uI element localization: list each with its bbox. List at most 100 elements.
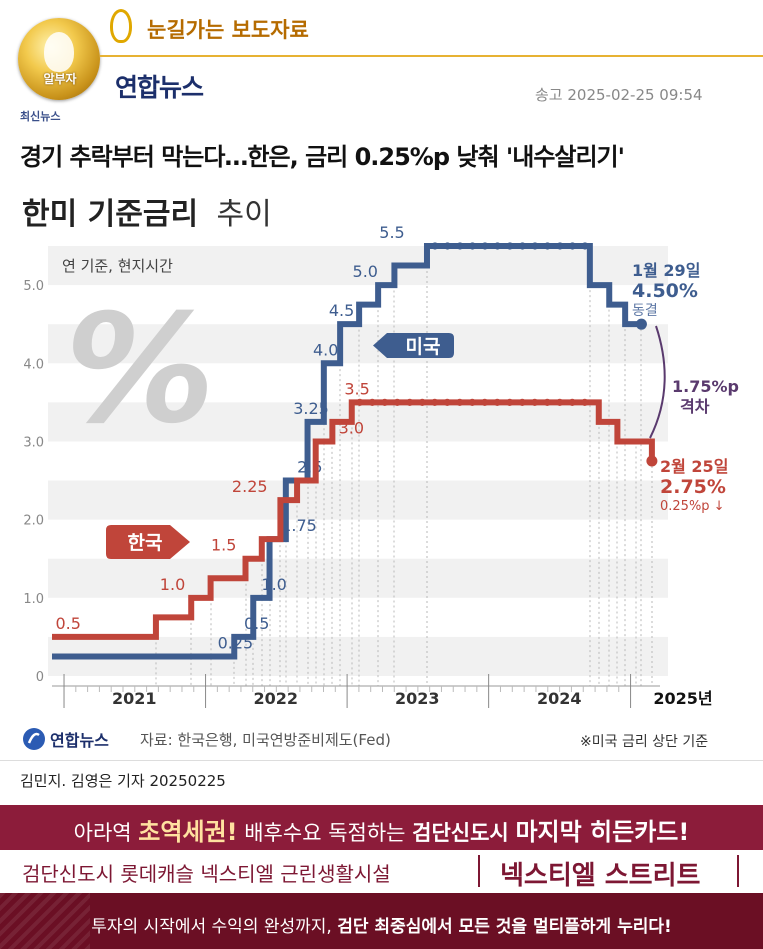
kr-value-label: 3.5: [344, 379, 369, 398]
chart-source: 자료: 한국은행, 미국연방준비제도(Fed): [140, 731, 391, 749]
us-value-label: 5.0: [353, 262, 378, 281]
plateau-dot: [568, 242, 577, 250]
plateau-dot: [493, 242, 502, 250]
plateau-dot: [518, 242, 527, 250]
headline[interactable]: 경기 추락부터 막는다…한은, 금리 0.25%p 낮춰 '내수살리기': [20, 143, 625, 171]
us-value-label: 5.5: [379, 223, 404, 242]
kr-value-label: 3.0: [339, 418, 364, 437]
ad-banner-top[interactable]: [0, 805, 763, 850]
us-value-label: 3.25: [293, 399, 329, 418]
x-axis: 2021 2022 2023 2024 2025년: [52, 674, 713, 708]
egg-icon: [44, 32, 74, 72]
y-tick-label: 4.0: [23, 357, 44, 372]
plateau-dot: [456, 242, 464, 250]
series-layer: 0.250.51.01.752.53.254.04.55.05.50.51.01…: [52, 223, 658, 660]
plateau-dot: [556, 398, 564, 406]
ad-line-1-d: 검단신도시: [412, 821, 509, 845]
publisher-name[interactable]: 연합뉴스: [115, 73, 204, 102]
ad-line-1-f: 마지막 히든카드!: [515, 818, 690, 846]
ad-brand[interactable]: 넥스티엘 스트리트: [500, 861, 701, 891]
ad-stripe-pattern: [0, 893, 90, 949]
plateau-dot: [518, 398, 526, 406]
plateau-dot: [456, 398, 464, 406]
grid-bands: [48, 246, 668, 676]
ad-line-3[interactable]: 투자의 시작에서 수익의 완성까지, 검단 최중심에서 모든 것을 멀티플하게 …: [0, 912, 763, 937]
kr-annotation-note: 0.25%p ↓: [660, 499, 725, 514]
kr-annotation-date: 2월 25일: [660, 457, 728, 476]
badge-us-shape: [373, 333, 454, 358]
grid-band: [48, 480, 668, 520]
x-tick-label: 2025년: [653, 689, 712, 708]
header-divider: [100, 55, 763, 57]
ad-line-1-c: 배후수요 독점하는: [237, 821, 413, 845]
y-axis: 0 1.0 2.0 3.0 4.0 5.0: [23, 279, 44, 685]
percent-watermark: %: [65, 283, 215, 457]
ad-banner-bottom[interactable]: [0, 893, 763, 949]
plateau-dot: [431, 398, 439, 406]
y-tick-label: 5.0: [23, 279, 44, 294]
grid-band: [48, 324, 668, 364]
plateau-dot: [531, 242, 539, 250]
x-tick-label: 2023: [395, 689, 440, 708]
plateau-dot: [368, 398, 376, 406]
grid-band: [48, 246, 668, 286]
gap-bracket: [649, 325, 666, 439]
grid-band: [48, 402, 668, 442]
kr-value-label: 1.0: [160, 575, 185, 594]
chart-note: ※미국 금리 상단 기준: [580, 734, 709, 750]
logo-text: 알부자: [43, 72, 77, 86]
y-tick-label: 2.0: [23, 514, 44, 529]
y-tick-label: 3.0: [23, 435, 44, 450]
plateau-dot: [356, 398, 364, 406]
chart-subtitle: 연 기준, 현지시간: [62, 257, 173, 275]
us-rate-line: [52, 243, 642, 660]
plateau-dot: [568, 398, 576, 406]
category-label[interactable]: 최신뉴스: [20, 110, 61, 123]
byline-bar: [0, 760, 763, 803]
plateau-dot: [431, 242, 439, 250]
kr-value-label: 0.5: [55, 614, 80, 633]
plateau-dot: [443, 242, 452, 250]
footer-publisher: 연합뉴스: [50, 731, 109, 750]
us-value-label: 2.5: [297, 458, 322, 477]
us-end-marker: [635, 318, 647, 330]
kr-end-marker: [646, 455, 658, 467]
us-annotation-date: 1월 29일: [632, 261, 700, 280]
grid-band: [48, 558, 668, 598]
us-value-label: 0.25: [218, 633, 254, 652]
x-tick-label: 2022: [253, 689, 298, 708]
byline: 김민지. 김영은 기자 20250225: [20, 772, 226, 790]
plateau-dot: [581, 398, 589, 406]
plateau-dot: [543, 242, 552, 250]
plateau-dot: [406, 398, 414, 406]
plateau-dot: [381, 398, 389, 406]
ad-line-1-a: 아라역: [73, 821, 139, 845]
us-value-label: 4.5: [329, 301, 354, 320]
badge-kr-shape: [106, 525, 190, 559]
kr-rate-line: [52, 399, 655, 640]
plateau-dot: [481, 398, 489, 406]
us-value-label: 0.5: [244, 614, 269, 633]
ad-line-3-b: 검단 최중심에서 모든 것을 멀티플하게 누리다!: [337, 917, 672, 937]
ad-banner-middle[interactable]: [0, 850, 763, 893]
badge-us: 미국: [373, 333, 454, 358]
plateau-dot: [493, 398, 501, 406]
us-value-label: 4.0: [313, 340, 338, 359]
plateau-dot: [543, 398, 551, 406]
plateau-dot: [531, 398, 539, 406]
plateau-dot: [506, 242, 514, 250]
ad-separator-right: [737, 855, 739, 887]
us-value-label: 1.75: [281, 516, 317, 535]
chart-title-bold: 한미 기준금리: [22, 197, 198, 232]
ad-line-1[interactable]: 아라역 초역세권! 배후수요 독점하는 검단신도시 마지막 히든카드!: [0, 812, 763, 847]
us-value-label: 1.0: [261, 575, 286, 594]
kr-value-label: 2.25: [232, 477, 268, 496]
rate-chart: 한미 기준금리 추이 연 기준, 현지시간 % 0 1.0 2.0 3.0 4.0 5.0…: [0, 176, 763, 760]
kr-value-label: 1.5: [211, 536, 236, 555]
us-annotation-note: 동결: [632, 303, 658, 319]
kr-annotation-rate: 2.75%: [660, 476, 726, 498]
gap-label: 격차: [680, 397, 710, 416]
plateau-dot: [581, 242, 589, 250]
ad-line-2[interactable]: 검단신도시 롯데캐슬 넥스티엘 근린생활시설: [22, 862, 391, 886]
x-tick-label: 2021: [112, 689, 157, 708]
